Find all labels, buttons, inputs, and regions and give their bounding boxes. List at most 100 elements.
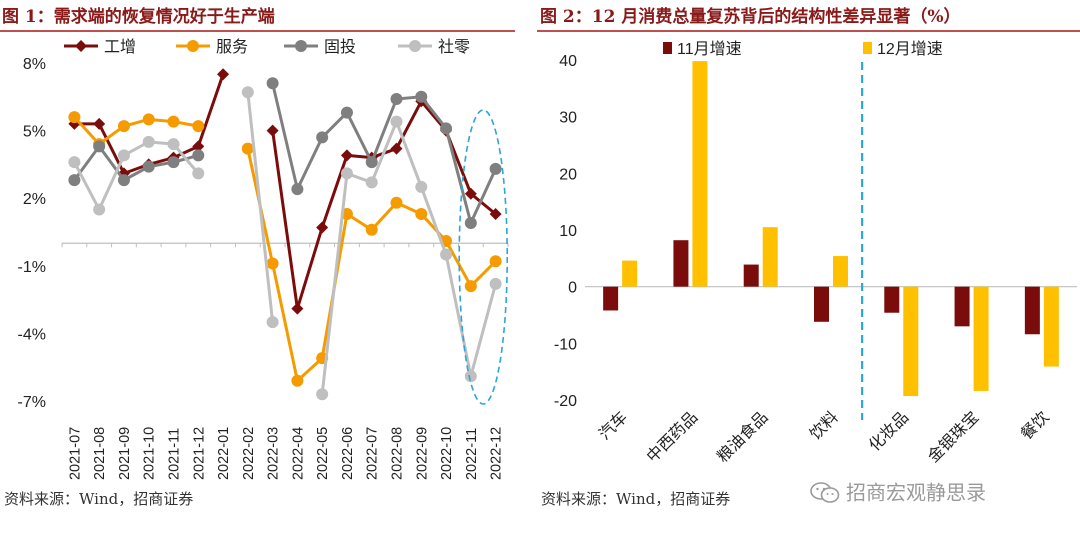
- left-x-tick-label: 2022-03: [266, 427, 282, 480]
- data-point-服务: [68, 111, 81, 124]
- right-y-tick-label: -10: [554, 336, 577, 353]
- left-x-tick-label: 2022-02: [241, 427, 257, 480]
- bar-11月增速: [954, 286, 970, 327]
- data-point-社零: [266, 316, 279, 329]
- left-y-tick-label: -4%: [18, 326, 46, 343]
- data-point-工增: [266, 124, 279, 137]
- bar-11月增速: [603, 286, 619, 311]
- bar-12月增速: [762, 227, 778, 287]
- data-point-工增: [93, 117, 106, 130]
- data-point-固投: [142, 160, 155, 173]
- bar-12月增速: [1043, 286, 1059, 367]
- data-point-社零: [241, 86, 254, 99]
- legend-label-工增: 工增: [104, 38, 136, 56]
- data-point-社零: [464, 370, 477, 383]
- data-point-社零: [142, 135, 155, 148]
- right-category-label: 汽车: [596, 408, 631, 443]
- data-point-工增: [192, 140, 205, 153]
- legend-marker-社零: [409, 40, 421, 52]
- series-line-服务: [73, 116, 199, 147]
- data-point-固投: [489, 162, 502, 175]
- left-line-chart: 8% 5% 2% -1% -4% -7% 2021-07 2021-08 2021-09 2021…: [18, 38, 509, 480]
- right-category-label: 餐饮: [1017, 408, 1052, 443]
- right-category-label: 粮油食品: [714, 408, 772, 466]
- data-point-社零: [167, 138, 180, 151]
- data-point-固投: [93, 140, 106, 153]
- data-point-社零: [489, 277, 502, 290]
- data-point-工增: [340, 149, 353, 162]
- left-x-tick-label: 2022-07: [365, 427, 381, 480]
- left-y-tick-label: 5%: [23, 124, 46, 141]
- bar-12月增速: [622, 260, 638, 287]
- data-point-服务: [415, 207, 428, 220]
- right-y-tick-label: 20: [559, 166, 577, 183]
- data-point-固投: [117, 174, 130, 187]
- bar-12月增速: [833, 256, 848, 287]
- left-source-note: 资料来源：Wind，招商证券: [4, 490, 194, 508]
- right-category-label: 化妆品: [865, 408, 912, 455]
- data-point-固投: [415, 90, 428, 103]
- left-y-tick-label: 2%: [23, 191, 46, 208]
- data-point-固投: [464, 216, 477, 229]
- legend-swatch-12月增速: [863, 42, 872, 54]
- bar-11月增速: [1024, 286, 1040, 335]
- data-point-固投: [266, 77, 279, 90]
- right-y-tick-label: 30: [559, 110, 577, 127]
- right-y-tick-label: 10: [559, 223, 577, 240]
- left-x-tick-label: 2022-06: [340, 427, 356, 480]
- right-category-label: 饮料: [806, 408, 841, 443]
- legend-marker-服务: [187, 40, 199, 52]
- data-point-固投: [291, 183, 304, 196]
- left-title-rule: [0, 30, 515, 32]
- data-point-服务: [142, 113, 155, 126]
- data-point-服务: [464, 280, 477, 293]
- data-point-社零: [68, 156, 81, 169]
- right-y-tick-label: -20: [554, 393, 577, 410]
- left-x-tick-label: 2022-09: [414, 427, 430, 480]
- bar-11月增速: [884, 286, 900, 313]
- left-x-tick-label: 2021-10: [142, 427, 158, 480]
- left-chart-title: 图 1：需求端的恢复情况好于生产端: [2, 7, 275, 27]
- right-y-tick-label: 0: [568, 280, 577, 297]
- wechat-icon: [810, 481, 840, 503]
- series-line-社零: [73, 140, 200, 213]
- data-point-服务: [192, 120, 205, 133]
- right-category-label: 中西药品: [643, 408, 701, 466]
- data-point-固投: [390, 93, 403, 106]
- bar-11月增速: [743, 264, 759, 287]
- data-point-社零: [390, 115, 403, 128]
- data-point-服务: [489, 255, 502, 268]
- data-point-固投: [316, 131, 329, 144]
- left-x-tick-label: 2022-05: [315, 427, 331, 480]
- data-point-服务: [365, 223, 378, 236]
- left-y-tick-label: -1%: [18, 259, 46, 276]
- left-y-tick-label: 8%: [23, 56, 46, 73]
- legend-label-11月增速: 11月增速: [677, 40, 742, 58]
- left-x-tick-label: 2021-08: [92, 427, 108, 480]
- data-point-社零: [192, 167, 205, 180]
- data-point-服务: [117, 120, 130, 133]
- data-point-固投: [192, 149, 205, 162]
- legend-marker-固投: [295, 40, 307, 52]
- data-point-工增: [316, 221, 329, 234]
- series-line-社零: [246, 92, 275, 323]
- bar-12月增速: [692, 61, 708, 287]
- data-point-固投: [167, 156, 180, 169]
- left-x-tick-label: 2022-01: [216, 427, 232, 480]
- data-point-社零: [415, 180, 428, 193]
- data-point-固投: [68, 174, 81, 187]
- data-point-固投: [340, 106, 353, 119]
- right-source-note: 资料来源：Wind，招商证券: [541, 490, 731, 508]
- left-x-tick-label: 2022-10: [439, 427, 455, 480]
- right-chart-title: 图 2：12 月消费总量复苏背后的结构性差异显著（%）: [540, 7, 961, 27]
- left-x-tick-label: 2021-09: [117, 427, 133, 480]
- right-category-label: 金银珠宝: [924, 408, 982, 466]
- bar-12月增速: [973, 286, 989, 391]
- data-point-服务: [266, 257, 279, 270]
- series-line-固投: [271, 82, 497, 228]
- data-point-工增: [390, 142, 403, 155]
- data-point-社零: [93, 203, 106, 216]
- legend-label-服务: 服务: [216, 38, 248, 56]
- data-point-工增: [489, 207, 502, 220]
- left-series-group: [68, 68, 502, 401]
